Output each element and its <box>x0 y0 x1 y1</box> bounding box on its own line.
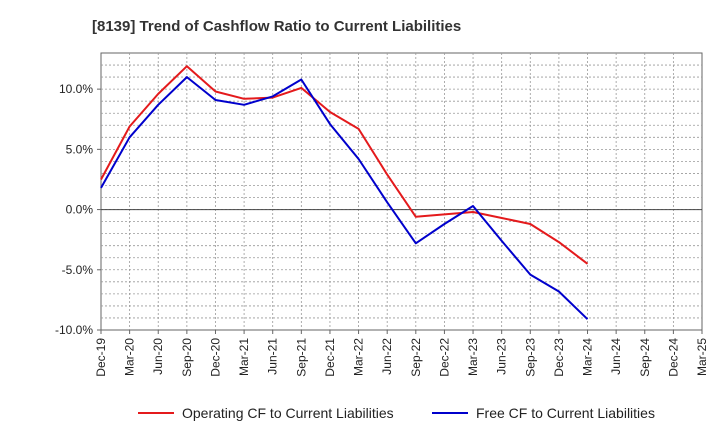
x-tick-label: Dec-21 <box>323 338 337 377</box>
x-tick-label: Jun-22 <box>380 338 394 375</box>
x-tick-label: Dec-20 <box>208 338 222 377</box>
legend-label: Operating CF to Current Liabilities <box>182 405 394 421</box>
y-tick-label: -10.0% <box>55 323 93 337</box>
x-tick-label: Jun-23 <box>495 338 509 375</box>
x-axis-ticks: Dec-19 Mar-20 Jun-20 Sep-20 Dec-20 Mar-21 Jun-… <box>94 330 709 377</box>
x-tick-label: Jun-20 <box>151 338 165 375</box>
y-axis-ticks: 10.0% 5.0% 0.0% -5.0% -10.0% <box>55 82 101 337</box>
legend-label: Free CF to Current Liabilities <box>476 405 655 421</box>
y-tick-label: 10.0% <box>59 82 93 96</box>
x-tick-label: Dec-22 <box>437 338 451 377</box>
x-tick-label: Mar-24 <box>581 338 595 376</box>
x-tick-label: Jun-24 <box>609 338 623 375</box>
chart-title: [8139] Trend of Cashflow Ratio to Curren… <box>92 18 461 35</box>
x-tick-label: Sep-22 <box>409 338 423 377</box>
plot-area <box>100 52 703 331</box>
legend: Operating CF to Current Liabilities Free … <box>138 405 655 421</box>
x-tick-label: Mar-22 <box>352 338 366 376</box>
grid-lines <box>101 53 702 330</box>
x-tick-label: Sep-24 <box>638 338 652 377</box>
series-line <box>100 65 589 265</box>
x-tick-label: Dec-24 <box>666 338 680 377</box>
series-lines <box>100 65 589 320</box>
x-tick-label: Mar-21 <box>237 338 251 376</box>
y-tick-label: 0.0% <box>66 203 94 217</box>
x-tick-label: Dec-23 <box>552 338 566 377</box>
x-tick-label: Jun-21 <box>266 338 280 375</box>
series-line <box>100 76 589 320</box>
x-tick-label: Sep-21 <box>294 338 308 377</box>
y-tick-label: -5.0% <box>62 263 94 277</box>
y-tick-label: 5.0% <box>66 142 94 156</box>
x-tick-label: Sep-23 <box>523 338 537 377</box>
x-tick-label: Mar-20 <box>123 338 137 376</box>
x-tick-label: Sep-20 <box>180 338 194 377</box>
x-tick-label: Mar-23 <box>466 338 480 376</box>
x-tick-label: Mar-25 <box>695 338 709 376</box>
x-tick-label: Dec-19 <box>94 338 108 377</box>
